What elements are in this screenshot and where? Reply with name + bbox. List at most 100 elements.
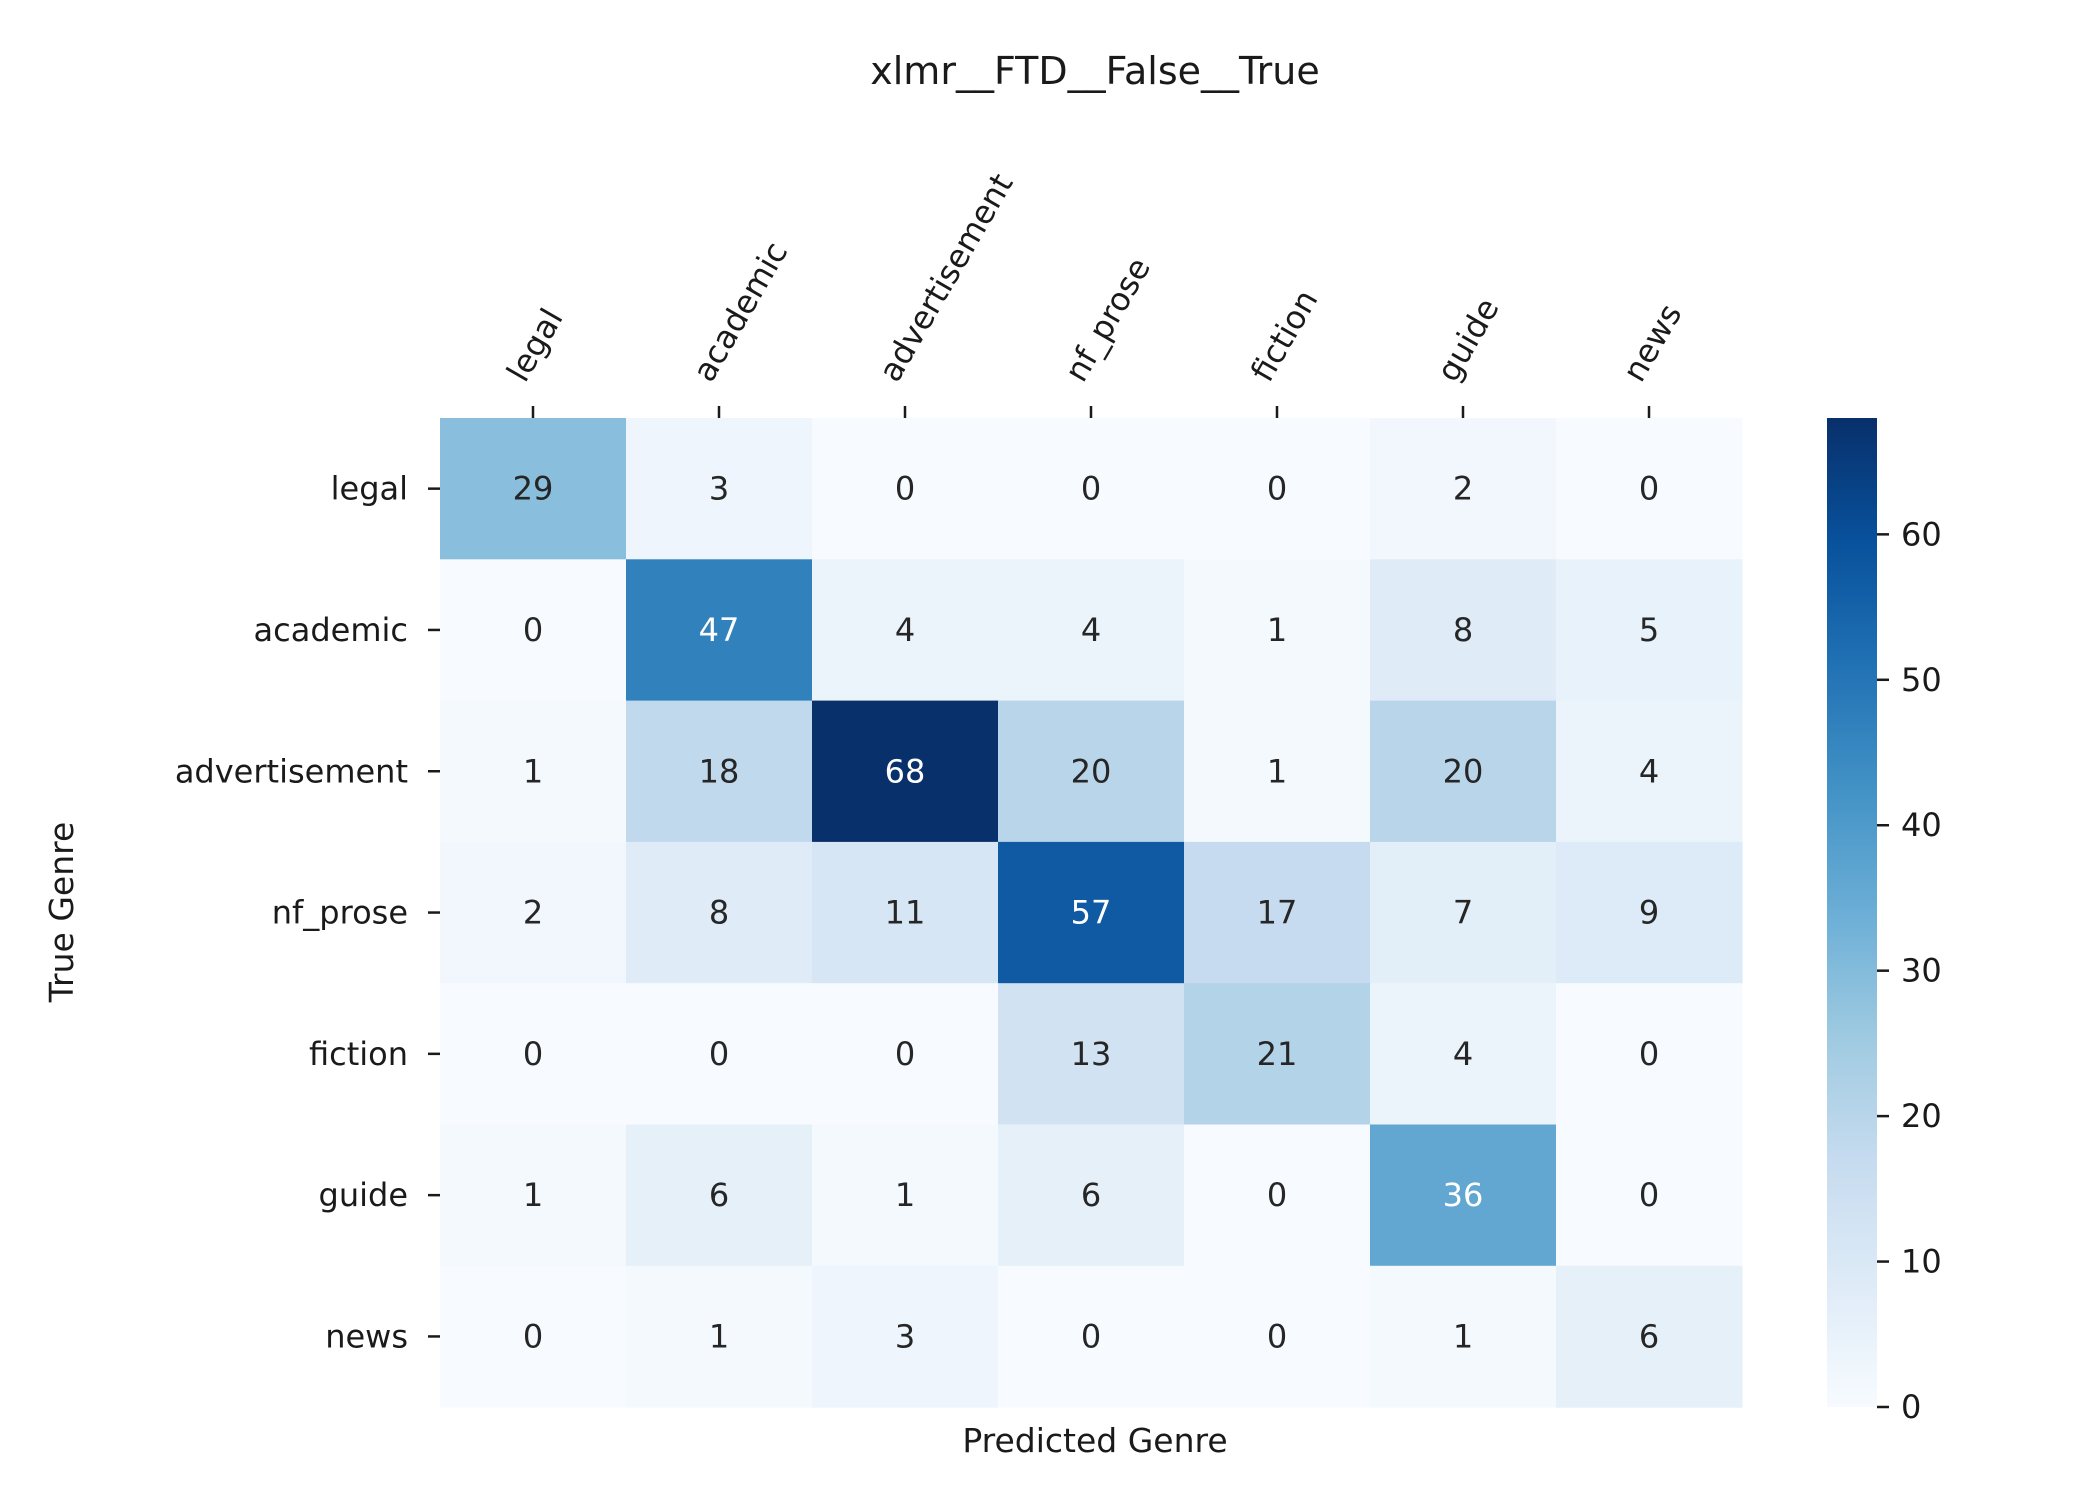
heatmap-cell [1184, 1124, 1371, 1267]
heatmap-cell [440, 700, 627, 843]
heatmap-cells [440, 418, 1743, 1408]
cell-value-label: 20 [1443, 752, 1484, 790]
cell-value-label: 0 [1267, 470, 1287, 508]
y-tick-label: fiction [309, 1035, 408, 1073]
heatmap-cell [440, 1124, 627, 1267]
y-tick-label: nf_prose [272, 894, 408, 932]
cell-value-label: 0 [523, 1035, 543, 1073]
y-tick-label: legal [331, 470, 408, 508]
colorbar-tick-label: 10 [1901, 1243, 1942, 1281]
cell-value-label: 3 [709, 470, 729, 508]
cell-value-label: 0 [1081, 1317, 1101, 1355]
cell-value-label: 4 [895, 611, 915, 649]
cell-value-label: 5 [1639, 611, 1659, 649]
cell-value-label: 57 [1071, 894, 1112, 932]
x-tick-label: academic [685, 235, 795, 388]
colorbar-tick-label: 20 [1901, 1097, 1942, 1135]
heatmap-cell [1184, 418, 1371, 560]
heatmap-cell [1556, 841, 1743, 984]
cell-value-label: 0 [1081, 470, 1101, 508]
heatmap-cell-labels: 29 3 0 0 0 2 00 47 4 4 1 8 51 18 68 20 1 20 42 8 11 57 17 7 90 0 0… [513, 470, 1660, 1356]
x-axis-ticks: legal academic advertisement nf_prose fictio… [499, 167, 1689, 418]
cell-value-label: 1 [523, 1176, 543, 1214]
heatmap-cell [1556, 1124, 1743, 1267]
cell-value-label: 6 [709, 1176, 729, 1214]
cell-value-label: 4 [1081, 611, 1101, 649]
heatmap-cell [626, 983, 813, 1126]
cell-value-label: 0 [1639, 470, 1659, 508]
colorbar-tick-label: 30 [1901, 952, 1942, 990]
y-tick-label: guide [319, 1176, 408, 1214]
y-tick-label: advertisement [175, 752, 408, 790]
cell-value-label: 0 [1639, 1176, 1659, 1214]
cell-value-label: 7 [1453, 894, 1473, 932]
cell-value-label: 1 [1267, 752, 1287, 790]
heatmap-cell [1184, 841, 1371, 984]
cell-value-label: 29 [513, 470, 554, 508]
heatmap-cell [440, 983, 627, 1126]
cell-value-label: 4 [1453, 1035, 1473, 1073]
cell-value-label: 0 [523, 1317, 543, 1355]
heatmap-cell [440, 841, 627, 984]
heatmap-cell [1556, 983, 1743, 1126]
cell-value-label: 1 [709, 1317, 729, 1355]
heatmap-cell [440, 418, 627, 560]
heatmap-cell [626, 1265, 813, 1408]
cell-value-label: 0 [1267, 1317, 1287, 1355]
cell-value-label: 0 [709, 1035, 729, 1073]
x-tick-label: guide [1429, 292, 1507, 388]
heatmap-cell [1370, 841, 1557, 984]
cell-value-label: 21 [1257, 1035, 1298, 1073]
cell-value-label: 13 [1071, 1035, 1112, 1073]
heatmap-cell [1556, 559, 1743, 702]
heatmap-cell [440, 559, 627, 702]
heatmap-cell [626, 841, 813, 984]
heatmap-cell [1370, 418, 1557, 560]
heatmap-cell [1184, 700, 1371, 843]
cell-value-label: 1 [895, 1176, 915, 1214]
heatmap-cell [1556, 418, 1743, 560]
cell-value-label: 17 [1257, 894, 1298, 932]
x-tick-label: legal [499, 302, 571, 388]
cell-value-label: 36 [1443, 1176, 1484, 1214]
colorbar-tick-label: 40 [1901, 806, 1942, 844]
cell-value-label: 18 [699, 752, 740, 790]
heatmap-cell [998, 700, 1185, 843]
cell-value-label: 4 [1639, 752, 1659, 790]
colorbar-tick-label: 0 [1901, 1388, 1921, 1426]
cell-value-label: 47 [699, 611, 740, 649]
heatmap-cell [998, 983, 1185, 1126]
cell-value-label: 9 [1639, 894, 1659, 932]
heatmap-cell [812, 559, 999, 702]
heatmap-cell [440, 1265, 627, 1408]
heatmap-cell [1370, 1124, 1557, 1267]
x-tick-label: fiction [1243, 283, 1325, 388]
colorbar-tick-label: 50 [1901, 661, 1942, 699]
cell-value-label: 0 [1267, 1176, 1287, 1214]
heatmap-cell [1370, 700, 1557, 843]
heatmap-cell [998, 1265, 1185, 1408]
heatmap-cell [998, 1124, 1185, 1267]
x-tick-label: news [1615, 297, 1689, 388]
cell-value-label: 6 [1639, 1317, 1659, 1355]
heatmap-cell [812, 841, 999, 984]
cell-value-label: 0 [895, 470, 915, 508]
heatmap-cell [998, 418, 1185, 560]
cell-value-label: 2 [1453, 470, 1473, 508]
heatmap-cell [1556, 1265, 1743, 1408]
heatmap-cell [1370, 983, 1557, 1126]
cell-value-label: 6 [1081, 1176, 1101, 1214]
y-tick-label: academic [254, 611, 408, 649]
cell-value-label: 1 [1267, 611, 1287, 649]
heatmap-cell [812, 700, 999, 843]
heatmap-cell [626, 559, 813, 702]
heatmap-cell [1184, 1265, 1371, 1408]
heatmap-cell [626, 1124, 813, 1267]
cell-value-label: 3 [895, 1317, 915, 1355]
x-axis-label: Predicted Genre [962, 1421, 1227, 1460]
heatmap-cell [998, 559, 1185, 702]
cell-value-label: 8 [709, 894, 729, 932]
y-tick-label: news [325, 1317, 408, 1355]
heatmap-cell [626, 418, 813, 560]
